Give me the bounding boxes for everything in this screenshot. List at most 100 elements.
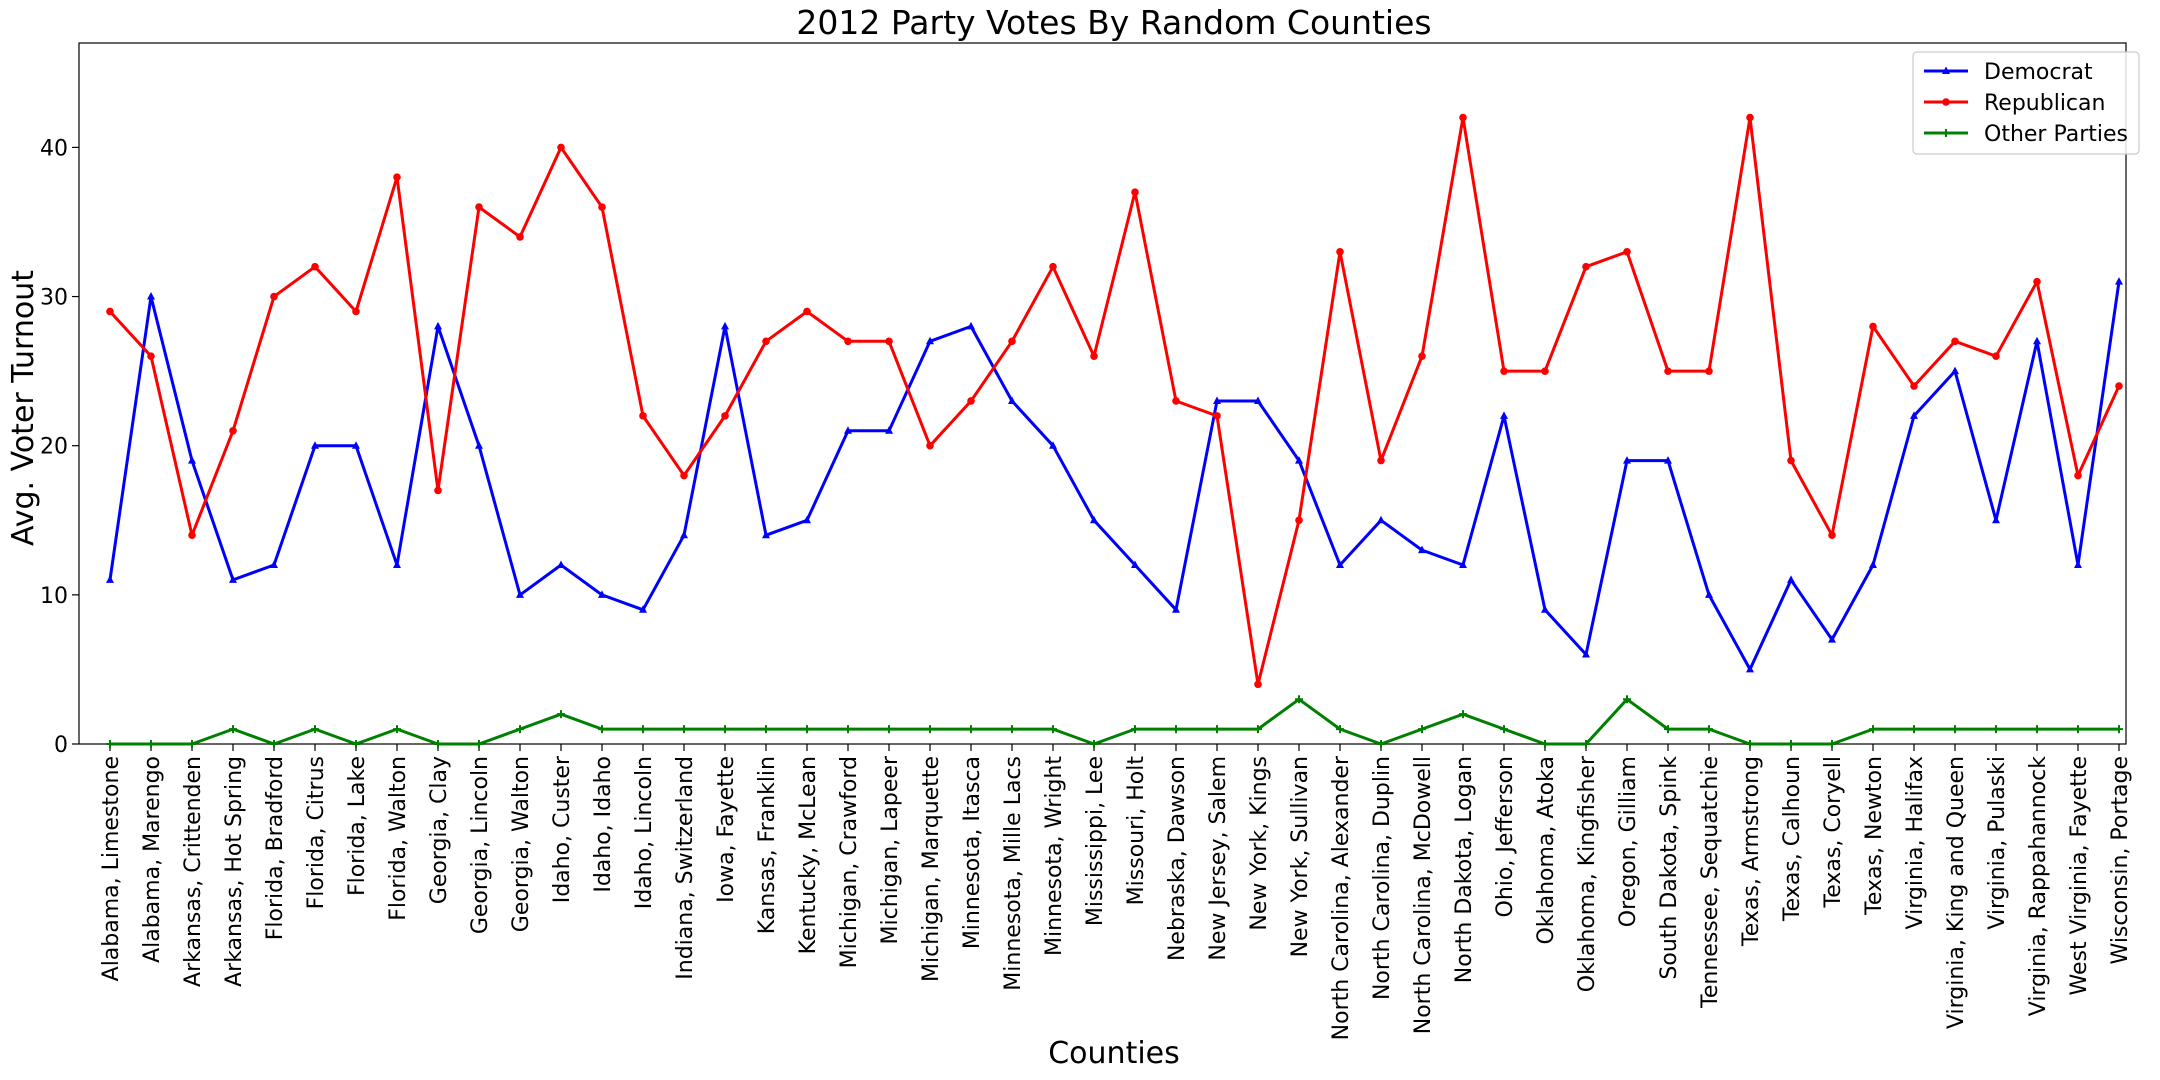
democrat-point bbox=[1213, 396, 1221, 404]
republican-line bbox=[108, 116, 2121, 686]
republican-point bbox=[1664, 367, 1672, 375]
other-parties-point bbox=[1582, 740, 1590, 748]
republican-point bbox=[926, 441, 934, 450]
democrat-point bbox=[106, 575, 114, 583]
democrat-point bbox=[721, 321, 729, 330]
x-tick-label: New Jersey, Salem bbox=[1206, 756, 1231, 961]
x-tick-label: Nebraska, Dawson bbox=[1165, 756, 1190, 961]
other-parties-point bbox=[1336, 725, 1344, 734]
legend-label: Other Parties bbox=[1984, 122, 2128, 147]
democrat-point bbox=[1910, 411, 1918, 419]
democrat-point bbox=[1582, 650, 1590, 658]
republican-point bbox=[2074, 471, 2082, 480]
democrat-point bbox=[1336, 560, 1344, 569]
x-tick-label: Virginia, King and Queen bbox=[1944, 756, 1969, 1029]
republican-point bbox=[1295, 516, 1303, 525]
x-tick-label: Florida, Lake bbox=[345, 756, 370, 896]
republican-point bbox=[1705, 367, 1713, 375]
other-parties-point bbox=[1254, 725, 1262, 734]
other-parties-point bbox=[885, 725, 893, 734]
republican-point bbox=[885, 337, 893, 346]
republican-point bbox=[1623, 248, 1631, 256]
republican-point bbox=[1828, 531, 1836, 539]
democrat-point bbox=[1787, 575, 1795, 583]
x-tick-label: Michigan, Marquette bbox=[919, 756, 944, 982]
x-tick-label: Arkansas, Crittenden bbox=[181, 756, 206, 987]
democrat-point bbox=[1500, 411, 1508, 419]
x-tick-label: Florida, Citrus bbox=[304, 756, 329, 909]
other-parties-point bbox=[1295, 695, 1303, 704]
democrat-point bbox=[1951, 366, 1959, 375]
plot-frame bbox=[78, 42, 2127, 745]
democrat-point bbox=[1828, 635, 1836, 643]
other-parties-point bbox=[1746, 740, 1754, 748]
other-parties-point bbox=[147, 740, 155, 748]
y-axis-title: Avg. Voter Turnout bbox=[6, 270, 41, 546]
republican-point bbox=[1951, 337, 1959, 346]
other-parties-point bbox=[1787, 740, 1795, 748]
x-axis-title: Counties bbox=[1048, 1036, 1180, 1071]
y-tick-label: 40 bbox=[40, 136, 68, 161]
republican-point bbox=[1172, 397, 1180, 405]
x-tick-label: Texas, Calhoun bbox=[1780, 756, 1805, 922]
other-parties-point bbox=[639, 725, 647, 734]
other-parties-series bbox=[106, 695, 2123, 748]
democrat-point bbox=[229, 575, 237, 583]
x-tick-label: Virginia, Rappahannock bbox=[2026, 756, 2051, 1017]
republican-point bbox=[147, 352, 155, 361]
democrat-point bbox=[1541, 605, 1549, 613]
democrat-point bbox=[188, 456, 196, 464]
x-tick-label: Texas, Coryell bbox=[1821, 756, 1846, 908]
democrat-point bbox=[1131, 560, 1139, 569]
republican-series bbox=[106, 113, 2123, 689]
series-layer bbox=[106, 113, 2123, 748]
republican-point bbox=[475, 203, 483, 211]
democrat-point bbox=[1869, 560, 1877, 569]
democrat-point bbox=[1049, 441, 1057, 449]
x-tick-label: South Dakota, Spink bbox=[1657, 756, 1682, 980]
democrat-line bbox=[108, 281, 2121, 671]
democrat-point bbox=[1377, 515, 1385, 524]
republican-point bbox=[2115, 382, 2123, 390]
other-parties-point bbox=[1459, 710, 1467, 719]
other-parties-point bbox=[1705, 725, 1713, 734]
democrat-point bbox=[885, 426, 893, 434]
x-tick-label: Kentucky, McLean bbox=[796, 756, 821, 954]
democrat-point bbox=[393, 560, 401, 569]
democrat-point bbox=[270, 560, 278, 569]
legend-item-other-parties: Other Parties bbox=[1924, 122, 2128, 147]
other-parties-point bbox=[1172, 725, 1180, 734]
legend: Democrat Republican Other Parties bbox=[1912, 51, 2140, 155]
republican-point bbox=[1418, 352, 1426, 361]
x-tick-label: North Dakota, Logan bbox=[1452, 756, 1477, 983]
republican-point bbox=[1336, 248, 1344, 256]
democrat-series bbox=[106, 277, 2123, 673]
republican-point bbox=[188, 531, 196, 539]
other-parties-point bbox=[1377, 740, 1385, 748]
republican-point bbox=[434, 486, 442, 495]
x-tick-label: Idaho, Custer bbox=[550, 755, 575, 903]
x-tick-label: Mississippi, Lee bbox=[1083, 756, 1108, 926]
other-parties-point bbox=[2033, 725, 2041, 734]
other-parties-point bbox=[1008, 725, 1016, 734]
chart-title: 2012 Party Votes By Random Counties bbox=[796, 3, 1431, 42]
republican-point bbox=[1131, 188, 1139, 196]
legend-marker bbox=[1942, 98, 1950, 106]
other-parties-point bbox=[1418, 725, 1426, 734]
x-tick-label: New York, Sullivan bbox=[1288, 756, 1313, 957]
x-tick-label: Virginia, Halifax bbox=[1903, 756, 1928, 929]
other-parties-point bbox=[803, 725, 811, 734]
other-parties-point bbox=[1951, 725, 1959, 734]
x-tick-label: Missouri, Holt bbox=[1124, 756, 1149, 906]
x-tick-label: Alabama, Limestone bbox=[99, 756, 124, 981]
democrat-point bbox=[1254, 396, 1262, 404]
x-tick-label: Oregon, Gilliam bbox=[1616, 756, 1641, 927]
x-tick-label: Michigan, Lapeer bbox=[878, 755, 903, 944]
republican-point bbox=[844, 337, 852, 346]
other-parties-point bbox=[352, 740, 360, 748]
republican-point bbox=[1582, 262, 1590, 271]
democrat-point bbox=[1623, 456, 1631, 464]
legend-item-republican: Republican bbox=[1924, 91, 2105, 116]
democrat-point bbox=[2115, 277, 2123, 285]
other-parties-point bbox=[516, 725, 524, 734]
